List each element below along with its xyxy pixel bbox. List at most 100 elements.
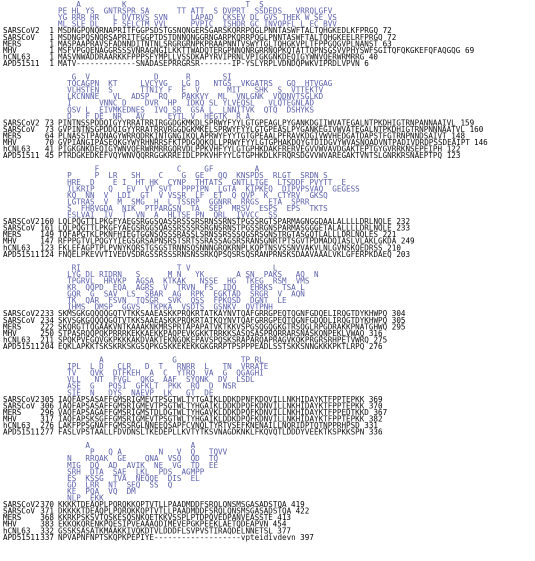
sequence: MATV-------------SNADASEPRRGRSR-------IP… xyxy=(58,59,360,68)
sequence-name: SARSCoV xyxy=(3,224,35,233)
sequence-name: MHV xyxy=(3,138,17,147)
sequence: MASVNWADDRAARKKFPPPSFYMPLLVSSDKAPYRVIPRN… xyxy=(58,52,365,61)
sequence: VAQFAPSAGAFFGMSRIGMSTDLDGTWLTYHGAVKLDDKD… xyxy=(58,408,369,417)
end-position: 210 xyxy=(387,243,401,252)
consensus-line: IHMS DMSP GGVS TKPKA VSDTS GSNKV QVTPNH xyxy=(58,303,273,312)
end-position: 413 xyxy=(277,513,291,522)
consensus-line: YG RRR HR L DVTRVS SVN LAPAD CKSEV DL GV… xyxy=(58,13,337,22)
sequence-name: MERS xyxy=(3,322,22,331)
sequence-name: APD51511 xyxy=(3,151,40,160)
start-position: 276 xyxy=(40,421,54,430)
start-position: 1 xyxy=(49,52,54,61)
sequence-name: MHV xyxy=(3,46,17,55)
end-position: 422 xyxy=(296,507,310,516)
consensus-line: ASE G PQSI GFKLT PKK RQ D NSR xyxy=(58,382,237,391)
end-position: 72 xyxy=(387,33,396,42)
consensus-line: KR QQPD EQA AGRS V TRVN FS IDQ EHRKS TSA… xyxy=(58,283,305,292)
start-position: 124 xyxy=(40,250,54,259)
consensus-line: LKCNNNE VL ADSP RQ PAKKVY ML VNLGNK VQDN… xyxy=(58,92,324,101)
start-position: 41 xyxy=(45,145,55,154)
consensus-line: KE PQA VQ DM xyxy=(58,487,136,496)
start-position: 161 xyxy=(40,224,54,233)
end-position: 72 xyxy=(383,26,392,35)
sequence-name: MERS xyxy=(3,513,22,522)
start-position: 277 xyxy=(40,428,54,437)
start-position: 1 xyxy=(49,39,54,48)
sequence-name: MERS xyxy=(3,230,22,239)
end-position: 160 xyxy=(470,125,484,134)
consensus-line: ES KSSG TVA NEQQE DIS EL xyxy=(58,474,200,483)
consensus-line: G V D R SI xyxy=(58,73,232,82)
sequence: DKKKKTDEAQPLPQRQKKQPTVTLLPAADMDDFSRQLQNS… xyxy=(58,507,292,516)
sequence-name: hCNL63 xyxy=(3,243,30,252)
sequence: GSSKSASATKMAAKKIVQKDTVLDDDFLSVPVSTIRAQDE… xyxy=(58,526,273,535)
start-position: 368 xyxy=(40,513,54,522)
sequence: PINTNSSPDDQIGYYRRATRRIRGGDGKMKDLSPRWYFYY… xyxy=(58,118,456,127)
consensus-line: A G TP RL xyxy=(58,356,264,365)
consensus-line: VLHSTEN S TTNIY F E V MIT SHK S VTTEKTV xyxy=(58,86,324,95)
consensus-line: MIG DQ AD AVIK NE VG TD EE xyxy=(58,461,218,470)
consensus-line: LGTRAS V M SMG H L TSSRP GGNRR RRGS ETA … xyxy=(58,197,310,206)
sequence-name: SARSCoV xyxy=(3,125,35,134)
end-position: 203 xyxy=(396,250,410,259)
end-position: 304 xyxy=(392,309,406,318)
sequence-name: hCNL63 xyxy=(3,52,30,61)
sequence: MSFVPGQENAGGRSSSVNRAGNGILKKTTWADQTERGPNN… xyxy=(58,46,461,55)
start-position: 204 xyxy=(40,342,54,351)
start-position: 234 xyxy=(40,316,54,325)
start-position: 317 xyxy=(40,414,54,423)
sequence: FNQELPKEVVTIVEDVSDRGSSRSSSRNSNSSRKQPSQSR… xyxy=(58,250,392,259)
sequence-name: MERS xyxy=(3,131,22,140)
end-position: 377 xyxy=(277,526,291,535)
consensus-line: TK QAR FSVN TQSGR SVK QSS FPKQSD DGNT LE xyxy=(58,296,287,305)
sequence-name: SARSCoV2 xyxy=(3,118,40,127)
consensus-line: HRE D E I HT HK CYNP THTATS GNTLLTGE LTS… xyxy=(58,178,346,187)
sequence-name: SARSCoV2 xyxy=(3,395,40,404)
sequence: FASLVPSTAALLFDVDNSLTKEDEPLLKVTYTKSVNAGDK… xyxy=(58,428,365,437)
consensus-line: A A xyxy=(58,441,196,450)
end-position: 367 xyxy=(373,408,387,417)
sequence-name: SARSCoV2 xyxy=(3,500,40,509)
start-position: 147 xyxy=(40,237,54,246)
sequence: PTRDGKEDKEFVQYWNVQQRRGGKRREIDLPPKVHFYYLG… xyxy=(58,151,442,160)
sequence: STPASRQQPQKPRRRKEKKAEKKPAQPEVKGKKTRRKKSA… xyxy=(58,329,365,338)
end-position: 63 xyxy=(383,39,392,48)
sequence: IAQFAPSKSGFFGMSRIGMEVTPSGTWLTYHGAIKLDDKD… xyxy=(58,414,365,423)
consensus-line: ESLVAI IV T VN A HLTSE PN QRL IVVCC SS xyxy=(58,211,278,220)
end-position: 276 xyxy=(369,342,383,351)
start-position: 383 xyxy=(40,520,54,529)
consensus-line: D F DE NR AV EYTL V HEGTK R A xyxy=(58,112,250,121)
end-position: 233 xyxy=(396,224,410,233)
sequence: LQLPQGTTLPKGFYAEGSRGGSQASSRSSSRSRGNSRNST… xyxy=(58,224,392,233)
sequence-name: hCNL63 xyxy=(3,421,30,430)
sequence: SPQKPVEGQVGKPKKKAKDVAKTEKNGQKEPAVSPQSKSR… xyxy=(58,335,369,344)
start-position: 332 xyxy=(40,526,54,535)
sequence-name: MHV xyxy=(3,237,17,246)
start-position: 250 xyxy=(40,329,54,338)
consensus-line: P Q A N V Q TQVV xyxy=(58,448,228,457)
start-position: 233 xyxy=(40,309,54,318)
sequence: IAQFAPSASAFFGMSRIGMEVTPSGTWLTYTGAIKLDDKD… xyxy=(58,395,365,404)
sequence: KKRKPSKSVTQSKESQSNKQETKKVSSPLPTDPQVEDPAN… xyxy=(58,513,273,522)
sequence: FKLEFAGPTPLPVNYKQRSTGSGSTRNNSQSNNNGRQKRN… xyxy=(58,243,383,252)
start-position: 1 xyxy=(49,59,54,68)
consensus-line: A K T S xyxy=(58,0,264,9)
sequence: MSDNGPQSNQRSAPRITFGGPTDSTDNNQNGGRNGARPKQ… xyxy=(58,33,383,42)
start-position: 371 xyxy=(40,507,54,516)
sequence: NPVAPNFNPTSKQPKPEPIYE-------------------… xyxy=(58,533,296,542)
start-position: 70 xyxy=(45,138,55,147)
consensus-line: TQCAGPN KT LVCYVG LG D NTGS VKGATRS GQ H… xyxy=(58,79,333,88)
consensus-line: LYG DL RIDRN S M N YK A SN PAKS AQ N xyxy=(58,270,319,279)
start-position: 45 xyxy=(45,151,54,160)
sequence-name: SARSCoV xyxy=(3,401,35,410)
sequence: RFPPGTVLPQGYYIEGSGRSAPNSRSTSRTSSRASSAGSR… xyxy=(58,237,397,246)
sequence: MASPAAPRAVSFADNNDITNTNLSRGRGRNPKPRAAPNNT… xyxy=(58,39,378,48)
consensus-line: GQR G SAV LS SBAR AG RPK EGKTAD SRGR V A… xyxy=(58,290,305,299)
sequence: PLNASSTPAQNAGYWRRQDRKINTGNGIKQLAPRWYFYYT… xyxy=(58,131,447,140)
consensus-line: IPL L D CLR D T RNRR L TN VRRATE xyxy=(58,362,269,371)
consensus-line: GD LRR NT SEQ SS Q xyxy=(58,480,173,489)
sequence-name: MHV xyxy=(3,414,17,423)
sequence-name: APD51511 xyxy=(3,428,40,437)
sequence: GVPIANGIPASEQKGYWYRHNRRSFKTPDGQQKQLLPRWY… xyxy=(58,138,470,147)
consensus-line: NLP EKK xyxy=(58,494,104,503)
